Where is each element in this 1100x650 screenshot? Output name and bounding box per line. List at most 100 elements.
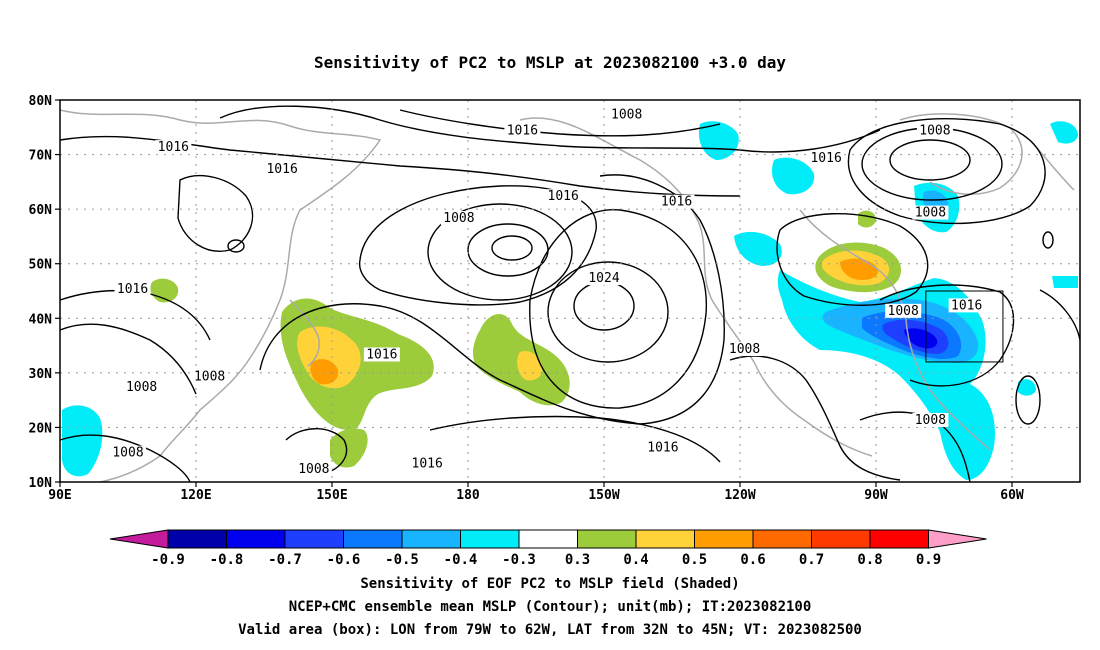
lon-tick-label: 60W: [1000, 488, 1024, 503]
contour-label-bg: [191, 369, 228, 384]
contour-label-bg: [658, 194, 695, 209]
colorbar-label: -0.7: [268, 552, 302, 568]
lat-tick-label: 10N: [29, 476, 53, 491]
contour-label-bg: [916, 123, 953, 138]
contour-1008-arctic: [399, 109, 721, 137]
contour-label-bg: [114, 282, 151, 296]
contour-low-aleutian-4: [358, 185, 597, 306]
contour-label: 1008: [919, 124, 950, 139]
negative-region-gulf: [734, 231, 782, 266]
contour-small-2: [1042, 231, 1054, 249]
contour-label: 1008: [611, 107, 642, 122]
contour-label: 1016: [117, 282, 148, 297]
contour-1008-south-asia: [59, 434, 191, 483]
contour-label-bg: [409, 456, 446, 471]
negative-region-arctic-2: [771, 157, 815, 195]
contour-label-bg: [726, 342, 763, 357]
lat-tick-label: 50N: [29, 258, 53, 273]
lat-tick-label: 40N: [29, 312, 53, 327]
contour-low-greenland-3: [847, 117, 1046, 225]
contour-1008-south: [285, 428, 348, 475]
contour-label: 1016: [412, 457, 443, 472]
contour-1016-kamchatka: [177, 175, 254, 252]
contour-label: 1008: [112, 446, 143, 461]
colorbar-segment: [226, 529, 286, 549]
colorbar-label: -0.8: [210, 552, 244, 568]
colorbar-label: 0.7: [799, 552, 824, 568]
colorbar-segment: [401, 529, 461, 549]
coastline-asia: [59, 109, 382, 483]
contour-label-bg: [155, 140, 192, 155]
lat-tick-label: 60N: [29, 203, 53, 218]
contour-label-bg: [440, 211, 477, 226]
lat-tick-label: 70N: [29, 149, 53, 164]
colorbar-segment: [869, 529, 929, 549]
figure-title: Sensitivity of PC2 to MSLP at 2023082100…: [314, 53, 786, 72]
contour-low-aleutian-3: [427, 203, 573, 301]
contour-label: 1008: [915, 206, 946, 221]
contour-label: 1008: [888, 304, 919, 319]
colorbar-label: 0.5: [682, 552, 707, 568]
contour-label: 1008: [443, 211, 474, 226]
colorbar-segment: [635, 529, 695, 549]
colorbar-segment: [167, 529, 227, 549]
colorbar-label: -0.9: [151, 552, 185, 568]
contour-label: 1016: [158, 140, 189, 155]
map-panel: 1016 1016 1016 1008 1008 1008 1016 1008 1008 1024…: [29, 94, 1081, 503]
colorbar-segment: [284, 529, 344, 549]
colorbar-label: 0.8: [857, 552, 882, 568]
lat-tick-label: 30N: [29, 367, 53, 382]
colorbar-segment: [694, 529, 754, 549]
contour-high-pacific-2: [547, 261, 669, 363]
contour-label-bg: [608, 107, 645, 122]
contour-label-bg: [808, 151, 845, 166]
contour-labels: 1016 1016 1016 1008 1008 1008 1016 1008 1008 1024…: [110, 107, 985, 477]
negative-core-atlantic-4: [904, 328, 938, 349]
contour-label-bg: [264, 161, 301, 176]
contour-label: 1016: [548, 189, 579, 204]
caption-line-2: NCEP+CMC ensemble mean MSLP (Contour); u…: [289, 599, 812, 615]
lat-tick-label: 80N: [29, 94, 53, 109]
latitude-axis: 80N 70N 60N 50N 40N 30N 20N 10N: [29, 94, 60, 491]
negative-region-atl-south: [1018, 379, 1036, 396]
contour-label-bg: [545, 189, 582, 204]
contour-low-aleutian-1: [491, 235, 533, 261]
contour-label-bg: [885, 303, 922, 318]
contour-1008-west: [59, 323, 197, 395]
colorbar-segment: [518, 529, 578, 549]
lon-tick-label: 150E: [316, 488, 347, 503]
contour-label: 1008: [126, 380, 157, 395]
colorbar-label: -0.5: [385, 552, 419, 568]
coastline-north-america-east: [799, 209, 991, 451]
colorbar: -0.9 -0.8 -0.7 -0.6 -0.5 -0.4 -0.3 0.3 0.4 0.5 0.6…: [109, 529, 987, 568]
contour-label: 1008: [194, 369, 225, 384]
coastline-alaska: [519, 117, 713, 301]
colorbar-segment: [752, 529, 812, 549]
contour-label: 1008: [298, 462, 329, 477]
colorbar-segment: [577, 529, 637, 549]
positive-core-japan-2: [310, 359, 339, 385]
valid-area-box: [925, 290, 1004, 363]
contour-label: 1016: [951, 298, 982, 313]
contour-1008-gulf: [729, 355, 901, 481]
contour-east-atlantic: [1039, 289, 1081, 341]
contour-label-bg: [123, 380, 160, 395]
negative-region-arctic-3: [1050, 121, 1078, 144]
coastline-japan: [289, 299, 320, 367]
contour-label: 1016: [266, 162, 297, 177]
map-frame: [59, 99, 1081, 483]
contour-label-bg: [948, 298, 985, 313]
contour-label: 1016: [810, 151, 841, 166]
negative-region-east-atl: [1052, 276, 1078, 288]
contour-low-greenland-1: [889, 139, 971, 181]
lon-tick-label: 150W: [588, 488, 619, 503]
contour-label: 1024: [588, 271, 619, 286]
map-grid: [60, 100, 1080, 482]
lon-tick-label: 90E: [48, 488, 71, 503]
colorbar-label: 0.9: [916, 552, 941, 568]
positive-core-pacific: [517, 350, 543, 381]
coastlines: [59, 109, 1075, 483]
contour-label-bg: [912, 205, 949, 220]
colorbar-label: -0.4: [444, 552, 478, 568]
